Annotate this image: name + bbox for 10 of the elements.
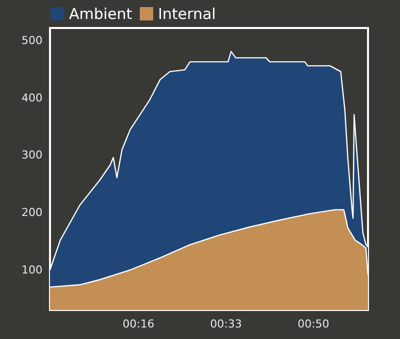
legend-label: Ambient <box>69 4 132 23</box>
y-tick-label: 200 <box>22 206 42 220</box>
x-tick-label: 00:33 <box>210 318 242 330</box>
x-tick-label: 00:16 <box>122 318 154 330</box>
x-tick-label: 00:50 <box>298 318 330 330</box>
y-tick-label: 100 <box>22 263 42 276</box>
y-tick-label: 500 <box>22 34 42 48</box>
legend-label: Internal <box>158 4 216 23</box>
y-tick-label: 400 <box>22 91 42 104</box>
y-tick-label: 300 <box>22 148 42 162</box>
